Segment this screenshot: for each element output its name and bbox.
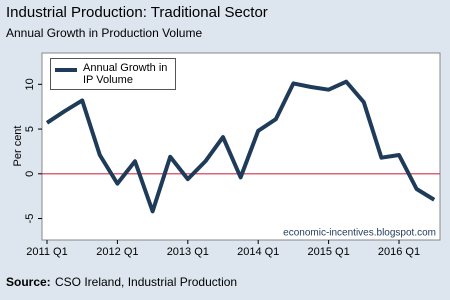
series-line [45, 79, 436, 214]
legend-label: Annual Growth in IP Volume [83, 62, 168, 86]
source-label: Source: [6, 275, 51, 289]
legend: Annual Growth in IP Volume [50, 58, 176, 90]
chart-title: Industrial Production: Traditional Secto… [6, 4, 268, 21]
y-tick-label: 10 [24, 78, 36, 90]
x-tick-label: 2016 Q1 [378, 246, 420, 258]
x-tick-label: 2015 Q1 [307, 246, 349, 258]
x-tick-label: 2012 Q1 [96, 246, 138, 258]
y-tick-label: 5 [24, 126, 36, 132]
source-text: CSO Ireland, Industrial Production [55, 275, 237, 289]
chart-subtitle: Annual Growth in Production Volume [6, 26, 202, 40]
y-tick-label: 0 [24, 171, 36, 177]
watermark: economic-incentives.blogspot.com [283, 228, 436, 239]
legend-swatch [55, 68, 77, 72]
x-tick-label: 2013 Q1 [167, 246, 209, 258]
y-axis-label: Per cent [12, 126, 24, 167]
x-tick-label: 2014 Q1 [237, 246, 279, 258]
x-tick-label: 2011 Q1 [26, 246, 67, 258]
y-tick-label: -5 [24, 214, 36, 224]
